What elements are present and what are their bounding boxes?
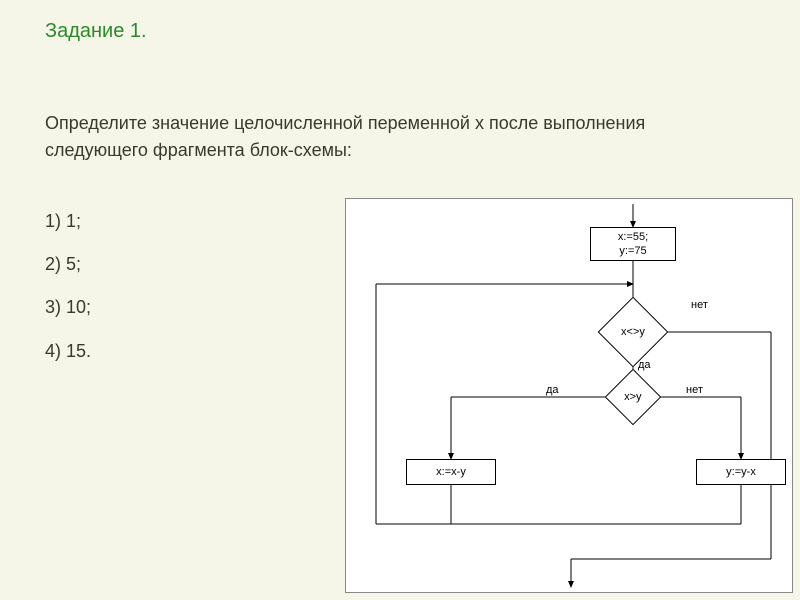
decision-cond1: x<>y [598,297,669,368]
label-yes2: да [546,384,559,396]
process-init: x:=55;y:=75 [590,227,676,261]
task-title: Задание 1. [45,20,147,43]
flowchart-lines [346,199,792,592]
task-description: Определите значение целочисленной переме… [45,110,745,164]
label-yes1: да [638,359,651,371]
option-3: 3) 10; [45,286,91,329]
decision-text-cond1: x<>y [621,326,645,338]
label-no1: нет [691,299,708,311]
decision-cond2: x>y [605,369,662,426]
process-proc_right: y:=y-x [696,459,786,485]
option-1: 1) 1; [45,200,91,243]
answer-options: 1) 1; 2) 5; 3) 10; 4) 15. [45,200,91,373]
option-4: 4) 15. [45,330,91,373]
option-2: 2) 5; [45,243,91,286]
decision-text-cond2: x>y [624,391,641,403]
process-proc_left: x:=x-y [406,459,496,485]
flowchart-container: x:=55;y:=75 x<>y x>y x:=x-y y:=y-x нет да да нет [345,198,793,593]
label-no2: нет [686,384,703,396]
